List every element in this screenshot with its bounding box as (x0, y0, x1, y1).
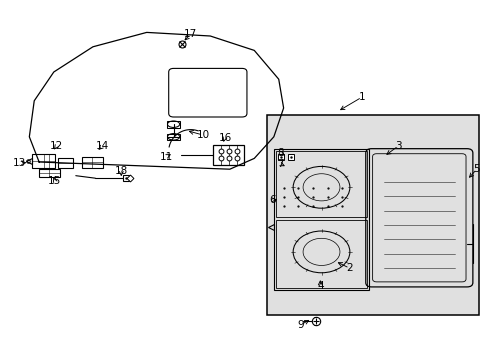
Text: 5: 5 (472, 164, 479, 174)
Text: 11: 11 (159, 152, 173, 162)
Text: 10: 10 (196, 130, 209, 140)
Text: 13: 13 (13, 158, 26, 168)
Text: 2: 2 (346, 263, 352, 273)
Text: 6: 6 (269, 195, 276, 205)
Text: 12: 12 (50, 141, 63, 151)
Text: 9: 9 (297, 320, 304, 330)
Text: 3: 3 (394, 141, 401, 151)
Text: 16: 16 (218, 132, 231, 143)
Text: 4: 4 (316, 281, 323, 291)
Text: 18: 18 (114, 166, 128, 176)
Text: 8: 8 (276, 148, 283, 158)
Text: 14: 14 (96, 141, 109, 151)
Text: 7: 7 (276, 159, 283, 169)
Text: 17: 17 (183, 29, 197, 39)
Text: 15: 15 (48, 176, 61, 186)
Polygon shape (266, 115, 478, 315)
Text: 1: 1 (358, 92, 365, 102)
